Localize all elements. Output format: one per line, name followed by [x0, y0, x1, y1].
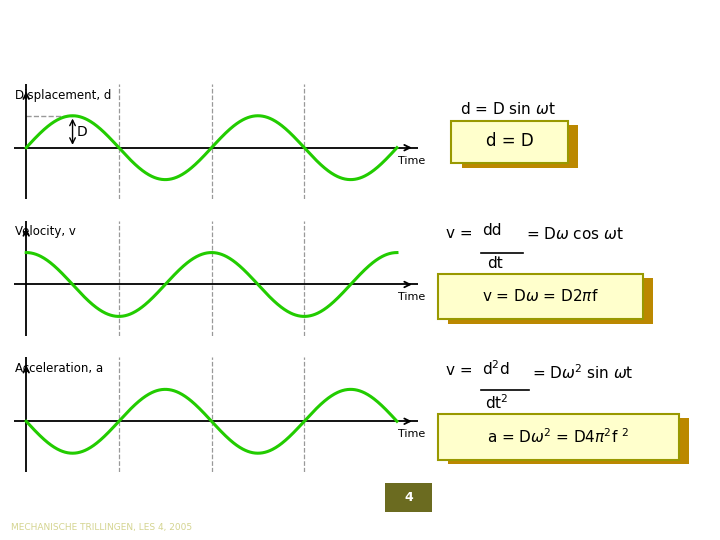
FancyBboxPatch shape — [438, 273, 643, 320]
Text: v =: v = — [446, 226, 477, 241]
Text: dd: dd — [482, 223, 501, 238]
Text: dt$^2$: dt$^2$ — [485, 393, 508, 412]
Text: Vrije Universiteit Brussel: Vrije Universiteit Brussel — [495, 520, 709, 535]
Text: = D$\mathit{\omega}$$^2$ sin $\mathit{\omega}$t: = D$\mathit{\omega}$$^2$ sin $\mathit{\o… — [532, 363, 634, 382]
Text: 4: 4 — [405, 491, 413, 504]
Bar — [385, 483, 432, 512]
Text: = D$\mathit{\omega}$ cos $\mathit{\omega}$t: = D$\mathit{\omega}$ cos $\mathit{\omega… — [526, 226, 624, 242]
Text: D: D — [77, 125, 88, 139]
Text: Conversion from Displacement to Acceleration: Conversion from Displacement to Accelera… — [22, 26, 680, 50]
Text: v = D$\mathit{\omega}$ = D2$\pi$f: v = D$\mathit{\omega}$ = D2$\pi$f — [482, 288, 598, 305]
FancyBboxPatch shape — [451, 120, 568, 163]
FancyBboxPatch shape — [438, 414, 679, 460]
Text: d$^2$d: d$^2$d — [482, 360, 509, 379]
Text: a = D$\mathit{\omega}$$^2$ = D4$\pi$$^2$f $^2$: a = D$\mathit{\omega}$$^2$ = D4$\pi$$^2$… — [487, 427, 629, 446]
Text: Velocity, v: Velocity, v — [15, 225, 76, 239]
Text: MECHANISCHE TRILLINGEN, LES 4, 2005: MECHANISCHE TRILLINGEN, LES 4, 2005 — [11, 523, 192, 532]
Text: Acceleration, a: Acceleration, a — [15, 362, 103, 375]
Text: Time: Time — [398, 429, 426, 439]
Text: Time: Time — [398, 293, 426, 302]
Text: d = D sin $\mathit{\omega}$t: d = D sin $\mathit{\omega}$t — [460, 101, 556, 117]
FancyBboxPatch shape — [448, 418, 689, 464]
Text: Time: Time — [398, 156, 426, 166]
Text: dt: dt — [487, 256, 503, 271]
FancyBboxPatch shape — [462, 125, 578, 168]
FancyBboxPatch shape — [448, 278, 653, 324]
Text: d = D: d = D — [486, 132, 534, 150]
Text: Acoustics & Vibration Research Group: Acoustics & Vibration Research Group — [439, 492, 648, 503]
Text: v =: v = — [446, 363, 477, 378]
Text: Displacement, d: Displacement, d — [15, 89, 112, 102]
